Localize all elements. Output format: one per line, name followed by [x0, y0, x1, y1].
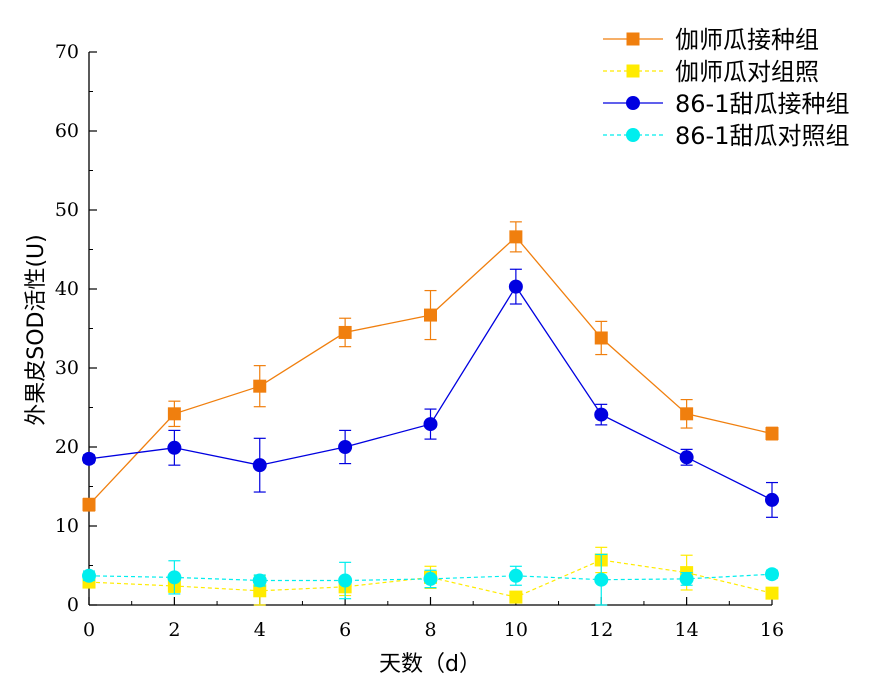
- series-line: [88, 235, 773, 506]
- data-point: [167, 407, 181, 421]
- data-point: [338, 573, 353, 588]
- series-4: [82, 553, 779, 606]
- data-point: [253, 379, 267, 393]
- data-point: [167, 440, 182, 455]
- data-point: [765, 427, 779, 441]
- data-point: [509, 590, 523, 604]
- data-point: [509, 230, 523, 244]
- x-ticks: 0 2 4 6 8 10 12 14 16: [83, 597, 784, 641]
- y-tick-label: 20: [55, 436, 79, 458]
- data-point: [594, 331, 608, 345]
- x-tick-label: 4: [254, 619, 266, 641]
- data-point: [679, 571, 694, 586]
- legend-entry-3: 86-1甜瓜接种组: [603, 90, 849, 118]
- data-point: [338, 325, 352, 339]
- x-axis-title: 天数（d）: [379, 652, 481, 677]
- y-tick-label: 50: [55, 199, 79, 221]
- x-tick-label: 16: [760, 619, 784, 641]
- legend-label: 伽师瓜接种组: [675, 26, 819, 54]
- y-tick-label: 0: [67, 594, 79, 616]
- y-tick-label: 60: [55, 120, 79, 142]
- x-tick-label: 6: [339, 619, 351, 641]
- y-ticks: 0 10 20 30 40 50 60 70: [55, 41, 97, 616]
- legend-marker: [626, 32, 640, 46]
- series-3: [82, 268, 779, 518]
- x-tick-label: 14: [675, 619, 699, 641]
- series-1: [82, 221, 779, 512]
- data-point: [765, 567, 779, 582]
- legend-label: 伽师瓜对组照: [675, 58, 819, 86]
- legend-marker: [626, 64, 640, 78]
- x-tick-label: 12: [589, 619, 613, 641]
- legend-entry-1: 伽师瓜接种组: [603, 26, 819, 54]
- data-point: [765, 586, 779, 600]
- data-point: [680, 407, 694, 421]
- legend-label: 86-1甜瓜接种组: [675, 90, 849, 118]
- data-point: [765, 492, 779, 507]
- data-point: [423, 417, 438, 432]
- x-tick-label: 0: [83, 619, 95, 641]
- data-point: [423, 571, 438, 586]
- y-tick-label: 70: [55, 41, 79, 63]
- data-point: [594, 572, 609, 587]
- data-point: [82, 568, 96, 583]
- series-line: [88, 573, 773, 582]
- legend-entry-4: 86-1甜瓜对照组: [603, 122, 849, 150]
- legend-marker: [626, 96, 640, 110]
- x-tick-label: 10: [504, 619, 528, 641]
- y-tick-label: 30: [55, 357, 79, 379]
- series-2: [82, 546, 779, 606]
- x-tick-label: 2: [168, 619, 180, 641]
- data-point: [594, 407, 609, 422]
- legend-label: 86-1甜瓜对照组: [675, 122, 849, 150]
- y-tick-label: 40: [55, 278, 79, 300]
- y-tick-label: 10: [55, 515, 79, 537]
- data-point: [167, 570, 182, 585]
- data-point: [82, 498, 96, 512]
- data-point: [252, 458, 267, 473]
- series-layer: [82, 221, 779, 606]
- legend-entry-2: 伽师瓜对组照: [603, 58, 819, 86]
- x-tick-label: 8: [424, 619, 436, 641]
- y-axis-title: 外果皮SOD活性(U): [24, 234, 49, 426]
- data-point: [424, 308, 437, 322]
- data-point: [508, 279, 523, 294]
- data-point: [252, 573, 267, 588]
- legend-marker: [626, 128, 640, 142]
- data-point: [253, 584, 267, 598]
- data-point: [679, 450, 694, 465]
- data-point: [82, 451, 96, 466]
- data-point: [338, 440, 353, 454]
- data-point: [508, 568, 523, 583]
- series-line: [88, 559, 773, 598]
